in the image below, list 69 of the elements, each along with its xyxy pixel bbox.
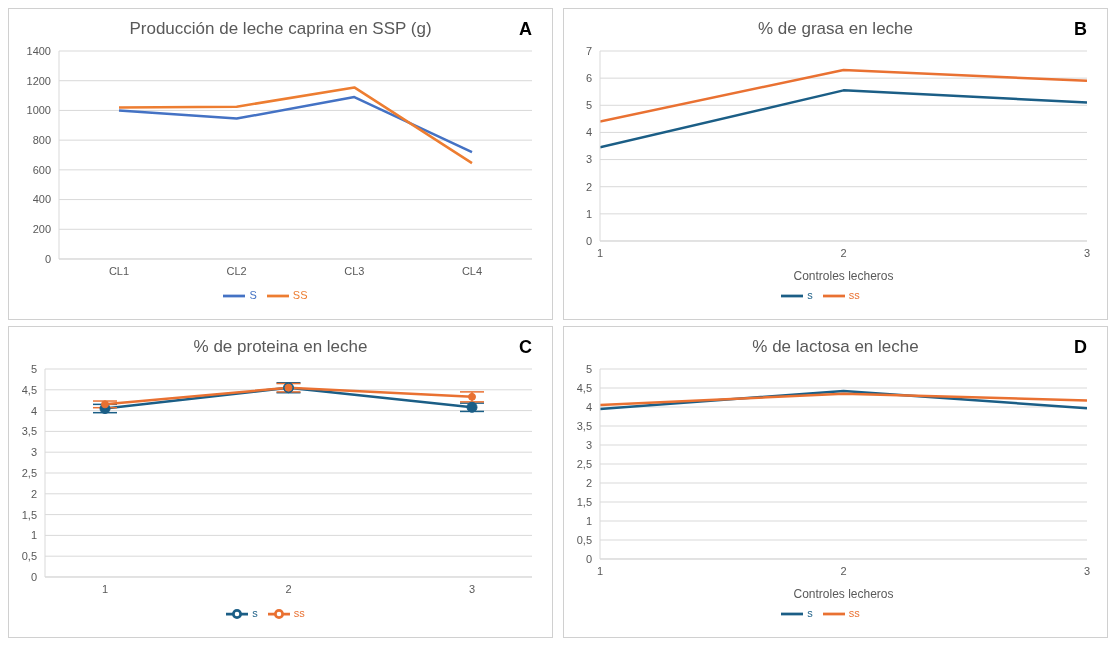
x-tick-label: 1 bbox=[596, 246, 604, 259]
y-tick-label: 1000 bbox=[26, 104, 51, 117]
y-tick-label: 2 bbox=[30, 487, 37, 500]
legend-label: s bbox=[807, 288, 813, 301]
x-tick-label: 2 bbox=[840, 564, 847, 577]
x-tick-label: CL2 bbox=[226, 264, 247, 277]
x-axis-title: Controles lecheros bbox=[793, 269, 894, 283]
y-tick-label: 6 bbox=[585, 72, 592, 85]
y-tick-label: 5 bbox=[585, 362, 592, 375]
y-tick-label: 3 bbox=[585, 438, 592, 451]
y-tick-label: 0,5 bbox=[21, 550, 37, 563]
y-tick-label: 3 bbox=[30, 446, 37, 459]
x-tick-label: 3 bbox=[1083, 246, 1091, 259]
x-tick-label: 1 bbox=[596, 564, 604, 577]
y-tick-label: 1 bbox=[30, 529, 37, 542]
y-tick-label: 800 bbox=[32, 134, 51, 147]
text: A bbox=[519, 19, 532, 40]
text: B bbox=[1074, 19, 1087, 40]
y-tick-label: 400 bbox=[32, 193, 51, 206]
y-tick-label: 1200 bbox=[26, 74, 51, 87]
x-tick-label: 1 bbox=[101, 582, 109, 595]
y-tick-label: 4 bbox=[585, 126, 592, 139]
y-tick-label: 2 bbox=[585, 476, 592, 489]
y-tick-label: 0 bbox=[30, 570, 37, 583]
chart-title: % de lactosa en leche bbox=[752, 337, 919, 356]
y-tick-label: 1 bbox=[585, 514, 592, 527]
y-tick-label: 3,5 bbox=[21, 425, 37, 438]
y-tick-label: 0 bbox=[585, 234, 592, 247]
x-tick-label: CL1 bbox=[108, 264, 130, 277]
y-tick-label: 4,5 bbox=[576, 381, 592, 394]
legend-label: S bbox=[249, 288, 257, 301]
y-tick-label: 3,5 bbox=[576, 419, 592, 432]
text: D bbox=[1074, 337, 1087, 358]
chart-title: % de grasa en leche bbox=[758, 19, 913, 38]
x-tick-label: 2 bbox=[840, 246, 847, 259]
y-tick-label: 1,5 bbox=[576, 495, 592, 508]
y-tick-label: 2,5 bbox=[21, 466, 37, 479]
legend-label: ss bbox=[293, 606, 305, 619]
legend-label: SS bbox=[292, 288, 308, 301]
y-tick-label: 5 bbox=[585, 99, 592, 112]
x-tick-label: 3 bbox=[1083, 564, 1091, 577]
y-tick-label: 0,5 bbox=[576, 533, 592, 546]
y-tick-label: 4 bbox=[30, 404, 37, 417]
x-axis-title: Controles lecheros bbox=[793, 587, 894, 601]
y-tick-label: 4 bbox=[585, 400, 592, 413]
x-tick-label: CL4 bbox=[461, 264, 483, 277]
legend-label: ss bbox=[848, 288, 860, 301]
y-tick-label: 2 bbox=[585, 180, 592, 193]
legend-label: s bbox=[252, 606, 258, 619]
y-tick-label: 600 bbox=[32, 163, 51, 176]
y-tick-label: 7 bbox=[585, 44, 592, 57]
legend-label: ss bbox=[848, 606, 860, 619]
x-tick-label: 3 bbox=[468, 582, 476, 595]
x-tick-label: 2 bbox=[285, 582, 292, 595]
x-tick-label: CL3 bbox=[344, 264, 365, 277]
chart-title: % de proteina en leche bbox=[193, 337, 368, 356]
y-tick-label: 1 bbox=[585, 207, 592, 220]
y-tick-label: 1400 bbox=[26, 44, 51, 57]
legend-label: s bbox=[807, 606, 813, 619]
y-tick-label: 0 bbox=[44, 252, 51, 265]
y-tick-label: 0 bbox=[585, 552, 592, 565]
y-tick-label: 2,5 bbox=[576, 457, 592, 470]
y-tick-label: 1,5 bbox=[21, 508, 37, 521]
chart-title: Producción de leche caprina en SSP (g) bbox=[129, 19, 432, 38]
y-tick-label: 200 bbox=[32, 223, 51, 236]
text: C bbox=[519, 337, 532, 358]
y-tick-label: 4,5 bbox=[21, 383, 37, 396]
y-tick-label: 3 bbox=[585, 153, 592, 166]
y-tick-label: 5 bbox=[30, 362, 37, 375]
